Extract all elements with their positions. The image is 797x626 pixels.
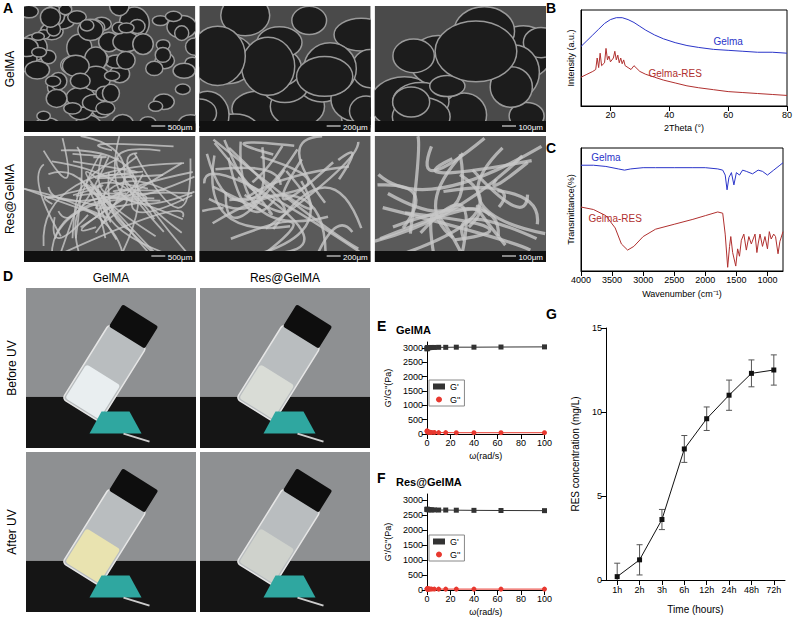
svg-text:10: 10 [592,407,602,417]
svg-text:GelMA: GelMA [396,324,431,336]
html-text:F: F [377,470,386,486]
svg-text:3500: 3500 [602,275,622,285]
svg-text:Gelma-RES: Gelma-RES [648,68,702,79]
svg-text:80: 80 [516,594,526,604]
svg-text:2000: 2000 [403,372,423,382]
svg-text:Gelma: Gelma [591,152,621,163]
svg-text:100μm: 100μm [518,123,543,132]
svg-text:0: 0 [424,594,429,604]
svg-text:2Theta (°): 2Theta (°) [664,123,704,133]
svg-text:200μm: 200μm [343,123,368,132]
svg-text:Transmittance(%): Transmittance(%) [566,174,576,245]
svg-text:0: 0 [418,585,423,595]
svg-text:12h: 12h [699,585,714,595]
svg-text:3000: 3000 [633,275,653,285]
svg-text:500μm: 500μm [168,253,193,262]
svg-text:4000: 4000 [571,275,591,285]
svg-text:Time (hours): Time (hours) [667,604,723,615]
svg-text:3h: 3h [657,585,667,595]
svg-text:3000: 3000 [403,343,423,353]
svg-text:2500: 2500 [403,357,423,367]
svg-text:1000: 1000 [403,555,423,565]
svg-text:2h: 2h [635,585,645,595]
html-text:G: G [546,306,557,322]
svg-text:500: 500 [408,570,423,580]
svg-text:Wavenumber (cm⁻¹): Wavenumber (cm⁻¹) [642,289,722,299]
svg-text:GelMA: GelMA [93,271,130,285]
html-text:E: E [377,318,387,334]
svg-text:1500: 1500 [726,275,746,285]
html-text:C: C [546,140,557,156]
svg-text:After UV: After UV [5,509,19,554]
svg-text:Gelma: Gelma [713,36,743,47]
svg-text:G'': G'' [450,395,461,405]
svg-text:G'/G''(Pa): G'/G''(Pa) [383,369,393,408]
svg-text:5: 5 [597,491,602,501]
svg-text:1500: 1500 [403,386,423,396]
svg-text:20: 20 [445,594,455,604]
html-text:D: D [3,268,14,284]
svg-text:G'': G'' [450,550,461,560]
svg-text:60: 60 [492,438,502,448]
svg-text:1000: 1000 [403,400,423,410]
svg-text:3000: 3000 [403,495,423,505]
svg-text:Intensity (a.u.): Intensity (a.u.) [566,29,576,86]
svg-text:100: 100 [537,594,552,604]
svg-text:100: 100 [537,438,552,448]
svg-text:G'/G''(Pa): G'/G''(Pa) [383,523,393,562]
svg-text:60: 60 [492,594,502,604]
svg-text:40: 40 [664,110,674,120]
svg-text:ω(rad/s): ω(rad/s) [469,607,502,617]
svg-text:200μm: 200μm [343,253,368,262]
svg-text:2500: 2500 [403,510,423,520]
svg-text:2000: 2000 [695,275,715,285]
svg-text:2000: 2000 [403,525,423,535]
svg-text:GelMA: GelMA [3,51,17,88]
svg-text:Res@GelMA: Res@GelMA [396,476,462,488]
svg-text:1h: 1h [612,585,622,595]
html-text:B: B [546,0,557,16]
svg-text:60: 60 [723,110,733,120]
svg-text:G': G' [450,382,459,392]
svg-text:Gelma-RES: Gelma-RES [589,213,643,224]
svg-text:ω(rad/s): ω(rad/s) [469,451,502,461]
svg-text:0: 0 [597,575,602,585]
svg-text:Before UV: Before UV [5,340,19,395]
svg-text:Res@GelMA: Res@GelMA [3,164,17,234]
svg-text:15: 15 [592,323,602,333]
html-text:A: A [3,0,14,16]
svg-text:80: 80 [782,110,792,120]
svg-text:Res@GelMA: Res@GelMA [250,271,320,285]
svg-text:20: 20 [605,110,615,120]
svg-text:1000: 1000 [757,275,777,285]
svg-text:0: 0 [424,438,429,448]
svg-text:G': G' [450,537,459,547]
svg-text:40: 40 [469,438,479,448]
svg-text:500μm: 500μm [168,123,193,132]
svg-text:0: 0 [418,429,423,439]
svg-text:100μm: 100μm [518,253,543,262]
svg-text:80: 80 [516,438,526,448]
svg-text:40: 40 [469,594,479,604]
svg-text:RES concentration (mg/L): RES concentration (mg/L) [570,396,581,511]
svg-text:72h: 72h [766,585,781,595]
svg-text:48h: 48h [744,585,759,595]
svg-text:2500: 2500 [664,275,684,285]
svg-text:500: 500 [408,415,423,425]
svg-text:1500: 1500 [403,540,423,550]
svg-text:24h: 24h [722,585,737,595]
svg-text:20: 20 [445,438,455,448]
svg-text:6h: 6h [679,585,689,595]
